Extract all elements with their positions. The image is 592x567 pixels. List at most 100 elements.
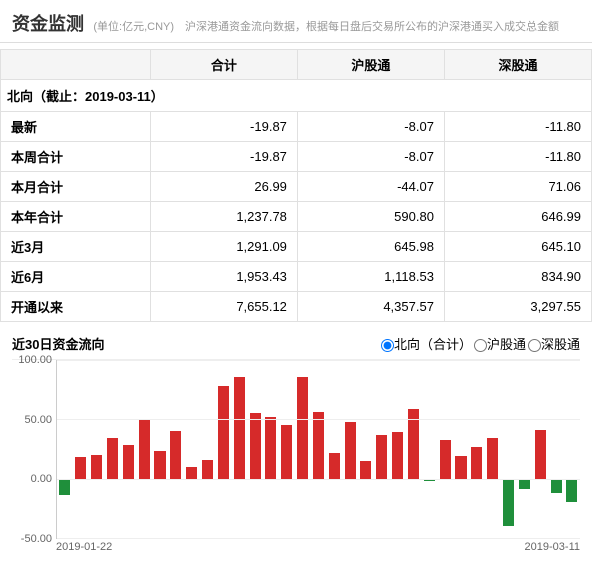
bar-slot <box>374 360 390 538</box>
bar-slot <box>136 360 152 538</box>
bars <box>57 360 580 538</box>
table-cell: -11.80 <box>444 142 591 172</box>
table-cell: 26.99 <box>150 172 297 202</box>
radio-option[interactable]: 深股通 <box>528 337 580 352</box>
bar <box>218 386 229 479</box>
table-cell: -8.07 <box>297 112 444 142</box>
bar-slot <box>501 360 517 538</box>
bar <box>281 425 292 478</box>
bar <box>202 460 213 479</box>
table-cell: 本年合计 <box>1 202 151 232</box>
bar-slot <box>215 360 231 538</box>
bar <box>471 447 482 479</box>
radio-option[interactable]: 北向（合计） <box>381 337 472 352</box>
bar-slot <box>453 360 469 538</box>
grid-line <box>57 360 580 361</box>
radio-input[interactable] <box>474 339 487 352</box>
chart-title: 近30日资金流向 <box>12 334 104 353</box>
bar <box>75 457 86 478</box>
header: 资金监测 (单位:亿元,CNY) 沪深港通资金流向数据，根据每日盘后交易所公布的… <box>0 0 592 43</box>
bar-slot <box>200 360 216 538</box>
table-cell: 645.10 <box>444 232 591 262</box>
chart-radio-group: 北向（合计）沪股通深股通 <box>379 334 580 353</box>
bar-slot <box>548 360 564 538</box>
table-row: 最新-19.87-8.07-11.80 <box>1 112 592 142</box>
bar-slot <box>184 360 200 538</box>
table-cell: 近3月 <box>1 232 151 262</box>
bar-slot <box>279 360 295 538</box>
bar <box>360 461 371 479</box>
radio-option[interactable]: 沪股通 <box>474 337 526 352</box>
bar <box>535 430 546 479</box>
table-cell: 590.80 <box>297 202 444 232</box>
table-cell: 4,357.57 <box>297 292 444 322</box>
table-cell: 646.99 <box>444 202 591 232</box>
bar-slot <box>231 360 247 538</box>
bar-slot <box>469 360 485 538</box>
bar-slot <box>326 360 342 538</box>
grid-line <box>57 538 580 539</box>
table-header: 深股通 <box>444 50 591 80</box>
bar-slot <box>485 360 501 538</box>
bar-slot <box>516 360 532 538</box>
table-row: 开通以来7,655.124,357.573,297.55 <box>1 292 592 322</box>
bar-slot <box>421 360 437 538</box>
page-subtitle: (单位:亿元,CNY) 沪深港通资金流向数据，根据每日盘后交易所公布的沪深港通买… <box>93 21 559 33</box>
table-cell: 71.06 <box>444 172 591 202</box>
table-header: 沪股通 <box>297 50 444 80</box>
bar-slot <box>168 360 184 538</box>
bar-slot <box>263 360 279 538</box>
y-tick-label: 50.00 <box>24 414 52 426</box>
table-cell: 645.98 <box>297 232 444 262</box>
bar-slot <box>73 360 89 538</box>
bar-slot <box>247 360 263 538</box>
bar-slot <box>564 360 580 538</box>
plot-area <box>56 360 580 539</box>
bar <box>250 413 261 478</box>
bar <box>455 456 466 479</box>
bar-slot <box>152 360 168 538</box>
y-tick-label: -50.00 <box>21 533 52 545</box>
bar-slot <box>57 360 73 538</box>
table-row: 近6月1,953.431,118.53834.90 <box>1 262 592 292</box>
x-start-label: 2019-01-22 <box>56 541 112 559</box>
bar <box>139 419 150 478</box>
table-row: 本周合计-19.87-8.07-11.80 <box>1 142 592 172</box>
table-row: 本月合计26.99-44.0771.06 <box>1 172 592 202</box>
bar <box>392 432 403 478</box>
x-end-label: 2019-03-11 <box>525 541 580 559</box>
bar-slot <box>295 360 311 538</box>
table-cell: -19.87 <box>150 142 297 172</box>
radio-input[interactable] <box>381 339 394 352</box>
bar <box>487 438 498 478</box>
y-tick-label: 100.00 <box>18 354 52 366</box>
bar <box>265 417 276 479</box>
y-axis: -50.000.0050.00100.00 <box>12 360 56 539</box>
bar <box>297 377 308 479</box>
bar <box>551 479 562 493</box>
bar <box>376 435 387 479</box>
y-tick-label: 0.00 <box>31 473 52 485</box>
table-cell: -8.07 <box>297 142 444 172</box>
table-cell: 近6月 <box>1 262 151 292</box>
bar <box>519 479 530 490</box>
bar-slot <box>358 360 374 538</box>
table-cell: 1,237.78 <box>150 202 297 232</box>
table-cell: 本周合计 <box>1 142 151 172</box>
bar-chart: -50.000.0050.00100.00 2019-01-22 2019-03… <box>12 359 580 559</box>
bar <box>313 412 324 478</box>
radio-input[interactable] <box>528 339 541 352</box>
bar <box>186 467 197 479</box>
fund-table: 北向（截止：2019-03-11） 合计沪股通深股通 最新-19.87-8.07… <box>0 49 592 322</box>
chart-header: 近30日资金流向 北向（合计）沪股通深股通 <box>12 334 580 353</box>
bar-slot <box>120 360 136 538</box>
table-cell: 7,655.12 <box>150 292 297 322</box>
bar <box>440 440 451 479</box>
bar-slot <box>311 360 327 538</box>
table-caption: 北向（截止：2019-03-11） <box>1 80 592 112</box>
bar <box>59 479 70 496</box>
bar <box>91 455 102 479</box>
table-cell: 1,953.43 <box>150 262 297 292</box>
table-cell: 本月合计 <box>1 172 151 202</box>
bar <box>345 422 356 479</box>
